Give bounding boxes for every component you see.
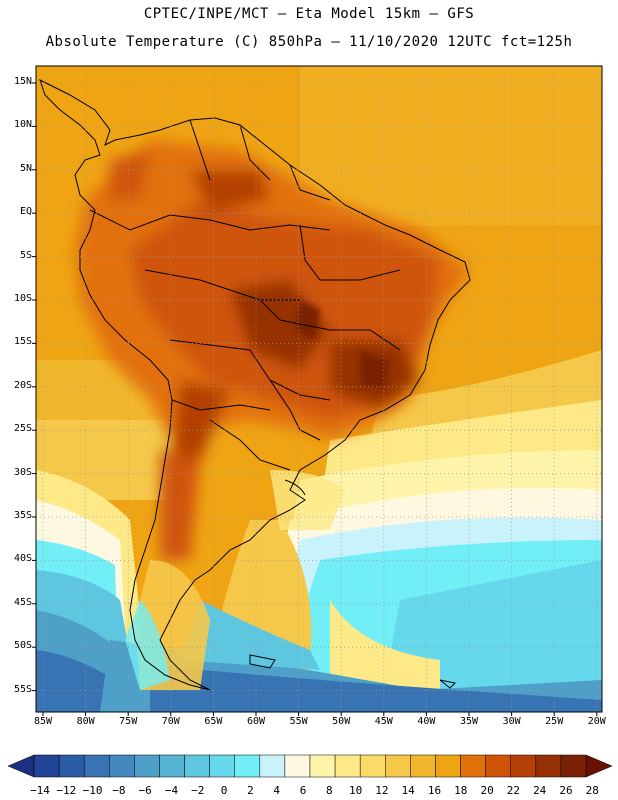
lon-label: 80W (76, 716, 95, 727)
colorbar-swatch (510, 754, 537, 778)
colorbar-label: 22 (506, 784, 521, 797)
colorbar-swatch (209, 754, 235, 778)
lat-label: 50S (13, 640, 32, 652)
colorbar-swatch (435, 754, 461, 778)
colorbar-label: 6 (299, 784, 307, 797)
temperature-field (36, 66, 602, 712)
lon-label: 65W (204, 716, 223, 727)
lat-label: 55S (13, 683, 32, 695)
lon-label: 50W (332, 716, 351, 727)
colorbar-swatch (385, 754, 411, 778)
axis-ticks (32, 82, 598, 716)
colorbar-label: 28 (585, 784, 599, 797)
colorbar-swatch (58, 754, 85, 778)
colorbar-swatch (33, 754, 60, 778)
colorbar-label: 10 (348, 784, 363, 797)
lon-label: 85W (33, 716, 53, 727)
lon-label: 30W (502, 716, 521, 727)
lon-label: 45W (374, 716, 393, 727)
lat-label: 10S (13, 293, 32, 304)
colorbar-swatch (109, 754, 135, 778)
map-frame (35, 65, 603, 713)
colorbar-label: −2 (191, 784, 205, 797)
colorbar-label: 2 (247, 784, 254, 797)
colorbar-label: −10 (82, 784, 103, 797)
colorbar-label: 18 (454, 784, 468, 797)
lon-label: 55W (289, 716, 308, 727)
lon-label: 20W (587, 716, 606, 727)
lat-label: 20S (13, 379, 32, 391)
colorbar-label: 4 (273, 784, 280, 797)
colorbar-label: 20 (480, 784, 494, 797)
lat-label: 35S (13, 510, 32, 521)
lon-label: 40W (417, 716, 436, 727)
map-title: CPTEC/INPE/MCT – Eta Model 15km – GFS (143, 6, 475, 22)
colorbar-swatch (535, 754, 562, 778)
colorbar-label: 16 (427, 784, 442, 797)
colorbar-label: −12 (56, 784, 77, 797)
colorbar-swatch (359, 754, 386, 778)
lat-label: EQ (19, 206, 32, 218)
colorbar-swatch (184, 754, 210, 778)
colorbar-swatch (309, 754, 336, 778)
lon-label: 60W (246, 716, 266, 727)
lat-label: 5S (19, 249, 32, 261)
colorbar-high-arrow (585, 754, 613, 778)
lat-label: 5N (19, 162, 32, 174)
colorbar-label: 8 (325, 784, 333, 797)
lon-label: 25W (545, 716, 564, 727)
colorbar-low-arrow (7, 754, 35, 778)
colorbar-label: 24 (533, 784, 547, 797)
colorbar-label: −6 (138, 784, 152, 797)
colorbar (7, 754, 613, 778)
lon-label: 70W (161, 716, 180, 727)
colorbar-label: 14 (401, 784, 415, 797)
colorbar-swatch (410, 754, 436, 778)
lat-label: 45S (13, 596, 32, 608)
lon-label: 35W (459, 716, 479, 727)
colorbar-label: 12 (375, 784, 389, 797)
colorbar-swatch (460, 754, 486, 778)
colorbar-swatch (284, 754, 311, 778)
colorbar-label: −4 (164, 784, 179, 797)
colorbar-label: −8 (112, 784, 126, 797)
colorbar-swatch (259, 754, 286, 778)
lat-label: 15S (13, 336, 32, 348)
colorbar-swatch (560, 754, 587, 778)
lat-label: 10N (13, 119, 32, 131)
colorbar-swatch (334, 754, 361, 778)
lon-label: 75W (119, 716, 138, 727)
colorbar-label: −14 (30, 784, 50, 797)
colorbar-swatch (134, 754, 160, 778)
lat-label: 40S (13, 553, 32, 565)
colorbar-swatch (485, 754, 511, 778)
lat-label: 15N (13, 76, 32, 87)
lat-label: 30S (13, 466, 32, 478)
colorbar-label: 0 (220, 784, 228, 797)
lat-label: 25S (13, 423, 32, 435)
colorbar-swatch (83, 754, 110, 778)
colorbar-swatch (159, 754, 185, 778)
map-subtitle: Absolute Temperature (C) 850hPa – 11/10/… (45, 34, 573, 50)
colorbar-swatch (234, 754, 261, 778)
colorbar-label: 26 (559, 784, 573, 797)
